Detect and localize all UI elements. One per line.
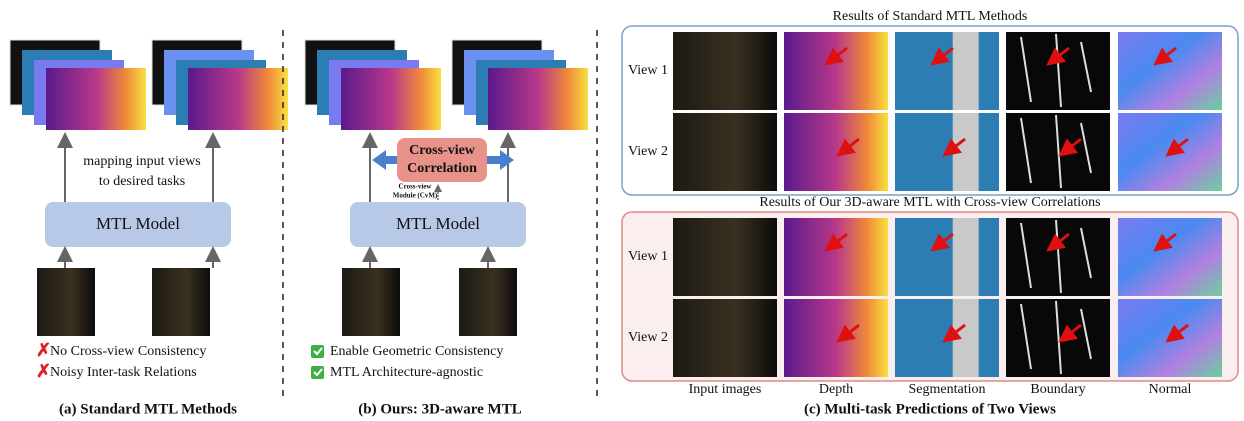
arrow-label: to desired tasks (99, 174, 185, 189)
cross-icon: ✗ (36, 361, 51, 381)
input-image (342, 268, 400, 336)
result-image (673, 113, 777, 191)
model-label: MTL Model (96, 214, 180, 233)
note: No Cross-view Consistency (50, 344, 206, 359)
model-label: MTL Model (396, 214, 480, 233)
column-label: Input images (689, 382, 762, 397)
column-label: Segmentation (909, 382, 986, 397)
column-label: Depth (819, 382, 853, 397)
result-image (784, 299, 888, 377)
panel-b: Cross-view Correlation Cross-view Module… (305, 40, 588, 417)
result-image (1118, 32, 1222, 110)
module-label: Module (CvM) (393, 192, 438, 200)
module-label: Cross-view (399, 183, 433, 191)
note: Noisy Inter-task Relations (50, 365, 197, 380)
correlation-label: Correlation (407, 161, 477, 176)
check-icon (311, 366, 324, 379)
correlation-label: Cross-view (409, 143, 476, 158)
result-image (673, 32, 777, 110)
depth-stack (10, 40, 146, 130)
check-icon (311, 345, 324, 358)
result-image (784, 32, 888, 110)
note: MTL Architecture-agnostic (330, 365, 483, 380)
group-title: Results of Our 3D-aware MTL with Cross-v… (759, 195, 1100, 210)
group-title: Results of Standard MTL Methods (833, 9, 1028, 24)
result-image (895, 218, 999, 296)
cross-icon: ✗ (36, 340, 51, 360)
caption: (a) Standard MTL Methods (59, 401, 237, 417)
result-image (784, 218, 888, 296)
row-label: View 2 (628, 144, 668, 159)
panel-c: (c) Multi-task Predictions of Two Views … (622, 9, 1238, 417)
row-label: View 1 (628, 63, 668, 78)
result-image (673, 299, 777, 377)
normal-stack (152, 40, 288, 130)
result-image (1118, 218, 1222, 296)
row-label: View 2 (628, 330, 668, 345)
row-label: View 1 (628, 249, 668, 264)
panel-a: mapping input views to desired tasks MTL… (10, 40, 288, 417)
result-image (784, 113, 888, 191)
result-image (895, 32, 999, 110)
arrow-label: mapping input views (83, 154, 200, 169)
result-image (673, 218, 777, 296)
column-label: Boundary (1030, 382, 1085, 397)
column-label: Normal (1149, 382, 1192, 397)
note: Enable Geometric Consistency (330, 344, 503, 359)
figure: mapping input views to desired tasks MTL… (0, 0, 1244, 421)
caption: (c) Multi-task Predictions of Two Views (804, 401, 1056, 417)
input-image (37, 268, 95, 336)
page: mapping input views to desired tasks MTL… (0, 0, 1244, 421)
input-image (152, 268, 210, 336)
input-image (459, 268, 517, 336)
caption: (b) Ours: 3D-aware MTL (358, 401, 521, 417)
